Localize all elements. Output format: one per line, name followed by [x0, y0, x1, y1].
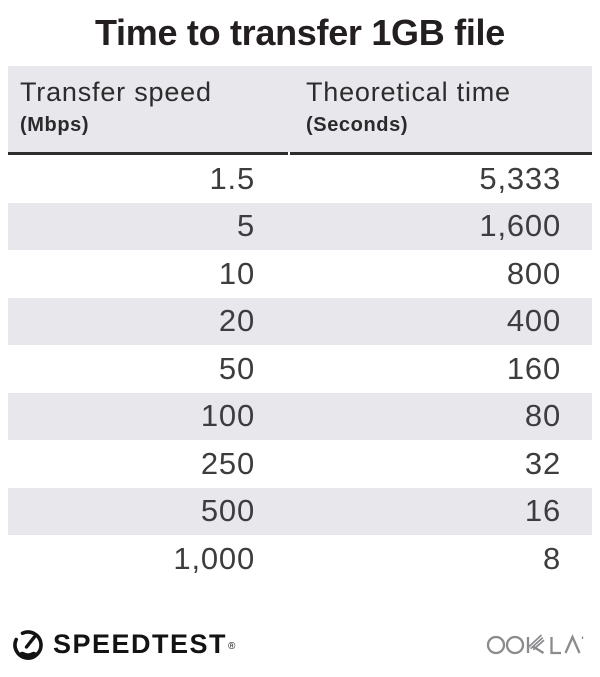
speed-cell: 20	[218, 303, 255, 339]
table-row: 1,000 8	[8, 535, 592, 583]
time-cell: 32	[524, 445, 561, 481]
transfer-time-table: Transfer speed (Mbps) Theoretical time (…	[8, 66, 592, 583]
header-label: Transfer speed	[20, 77, 212, 107]
speedtest-wordmark: SPEEDTEST	[53, 629, 228, 659]
registered-trademark-icon: ®	[228, 640, 236, 652]
speed-cell: 1.5	[209, 160, 255, 196]
speed-cell: 250	[200, 445, 255, 481]
table-row: 10 800	[8, 250, 592, 298]
time-cell: 5,333	[479, 160, 561, 196]
speed-cell: 100	[200, 398, 255, 434]
table-row: 500 16	[8, 487, 592, 535]
header-transfer-speed: Transfer speed (Mbps)	[8, 66, 288, 152]
speedtest-gauge-icon	[13, 630, 43, 660]
table-header-row: Transfer speed (Mbps) Theoretical time (…	[8, 66, 592, 155]
table-row: 50 160	[8, 345, 592, 393]
header-theoretical-time: Theoretical time (Seconds)	[288, 66, 592, 152]
time-cell: 1,600	[479, 208, 561, 244]
table-row: 250 32	[8, 440, 592, 488]
time-cell: 16	[524, 493, 561, 529]
speed-cell: 500	[200, 493, 255, 529]
time-cell: 8	[542, 540, 561, 576]
header-unit: (Seconds)	[306, 114, 409, 136]
speed-cell: 1,000	[173, 540, 255, 576]
ookla-logo-icon	[486, 634, 584, 655]
time-cell: 400	[506, 303, 561, 339]
speed-cell: 10	[218, 255, 255, 291]
speed-cell: 5	[236, 208, 255, 244]
header-unit: (Mbps)	[20, 114, 90, 136]
table-body: 1.5 5,333 5 1,600 10 800 20 400 50 160 1…	[8, 155, 592, 583]
speed-cell: 50	[218, 350, 255, 386]
page-title: Time to transfer 1GB file	[95, 12, 505, 53]
table-row: 100 80	[8, 392, 592, 440]
table-row: 5 1,600	[8, 202, 592, 250]
time-cell: 80	[524, 398, 561, 434]
time-cell: 160	[506, 350, 561, 386]
header-label: Theoretical time	[306, 77, 511, 107]
footer: SPEEDTEST ®	[10, 622, 590, 666]
header-rule-left	[8, 152, 288, 155]
time-cell: 800	[506, 255, 561, 291]
header-rule-right	[290, 152, 592, 155]
table-row: 20 400	[8, 297, 592, 345]
table-row: 1.5 5,333	[8, 155, 592, 203]
speedtest-logo: SPEEDTEST ®	[10, 626, 236, 662]
